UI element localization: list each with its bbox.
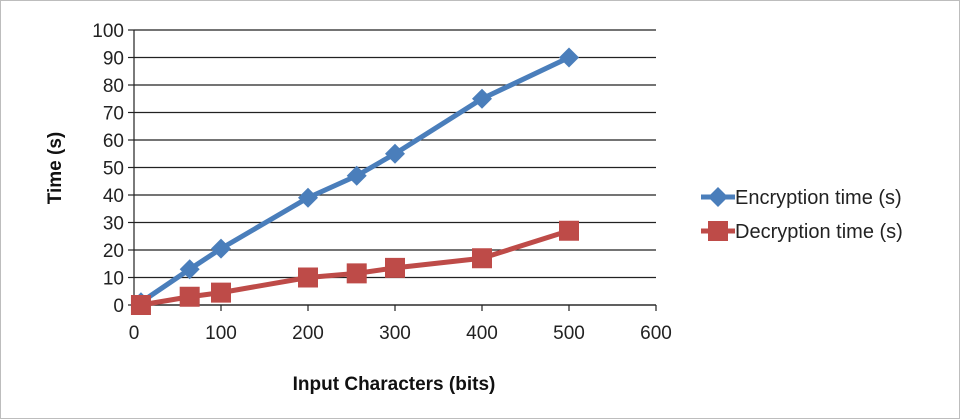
data-point-diamond [385, 143, 405, 164]
y-tick-label: 20 [103, 241, 124, 262]
legend-marker-diamond [708, 187, 728, 207]
y-tick-label: 70 [103, 104, 124, 125]
y-tick-label: 60 [103, 131, 124, 152]
data-point-square [211, 282, 231, 303]
data-point-square [472, 248, 492, 269]
data-point-square [130, 295, 151, 315]
data-point-square [559, 220, 579, 241]
x-tick-label: 200 [292, 323, 324, 344]
x-axis-title: Input Characters (bits) [293, 374, 496, 395]
data-point-diamond [559, 47, 579, 68]
data-point-diamond [179, 259, 200, 280]
y-tick-label: 30 [103, 214, 124, 235]
x-tick-label: 600 [640, 323, 672, 344]
y-tick-label: 50 [103, 159, 124, 180]
y-tick-labels: 0 10 20 30 40 50 60 70 80 90 100 [92, 21, 124, 317]
y-tick-label: 10 [103, 269, 124, 290]
legend-entry-1: Encryption time (s) [701, 187, 902, 209]
data-point-square [298, 267, 318, 288]
legend-label: Encryption time (s) [735, 187, 902, 209]
series-2 [130, 220, 579, 315]
x-tick-label: 400 [466, 323, 498, 344]
data-point-diamond [346, 165, 367, 186]
series-group [130, 47, 579, 315]
data-point-square [346, 263, 367, 284]
x-tick-labels: 0 100 200 300 400 500 600 [129, 323, 672, 344]
y-tick-label: 40 [103, 186, 124, 207]
x-tick-label: 300 [379, 323, 411, 344]
legend-marker-square [708, 221, 728, 241]
data-point-diamond [211, 238, 231, 259]
y-tick-label: 90 [103, 49, 124, 70]
data-point-square [179, 286, 200, 307]
x-tick-label: 100 [205, 323, 237, 344]
data-point-diamond [472, 88, 492, 109]
y-axis-title: Time (s) [45, 132, 66, 205]
y-tick-label: 80 [103, 76, 124, 97]
x-tick-label: 500 [553, 323, 585, 344]
data-point-diamond [298, 187, 318, 208]
legend-entry-2: Decryption time (s) [701, 221, 903, 243]
data-point-square [385, 257, 405, 278]
legend-label: Decryption time (s) [735, 221, 903, 243]
x-tick-label: 0 [129, 323, 140, 344]
y-tick-label: 0 [113, 296, 124, 317]
y-tick-label: 100 [92, 21, 124, 42]
legend: Encryption time (s) Decryption time (s) [701, 187, 903, 243]
